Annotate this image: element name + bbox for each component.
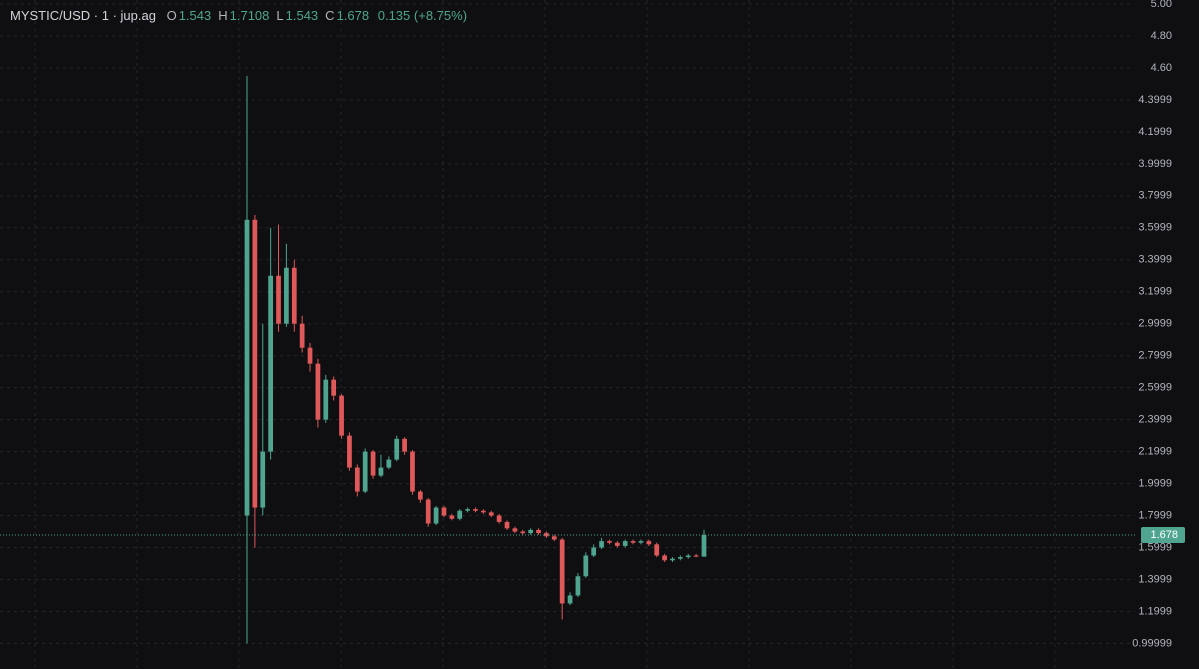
candle-body xyxy=(354,467,360,492)
y-tick-label: 1.9999 xyxy=(1138,477,1172,489)
candle-body xyxy=(457,510,463,519)
y-tick-label: 1.5999 xyxy=(1138,541,1172,553)
symbol-title: MYSTIC/USD · 1 · jup.ag xyxy=(10,8,156,23)
candle-body xyxy=(378,467,384,476)
candle-body xyxy=(244,219,250,516)
candle-body xyxy=(386,459,392,468)
candle-body xyxy=(370,451,376,476)
candle-body xyxy=(583,555,589,577)
candle-body xyxy=(607,541,612,543)
candle-body xyxy=(559,539,565,604)
candle-body xyxy=(599,541,604,548)
candle-body xyxy=(402,438,407,452)
y-tick-label: 1.1999 xyxy=(1138,605,1172,617)
y-tick-label: 2.3999 xyxy=(1138,414,1172,426)
candle-body xyxy=(323,379,329,420)
candle-body xyxy=(536,529,541,534)
candle-body xyxy=(630,541,636,543)
y-tick-label: 3.9999 xyxy=(1138,158,1172,170)
y-tick-label: 1.7999 xyxy=(1138,509,1172,521)
candle-body xyxy=(685,555,691,558)
legend-value: 1.543 xyxy=(285,8,319,23)
candle-body xyxy=(260,451,266,508)
y-tick-label: 3.5999 xyxy=(1138,222,1172,234)
candle-body xyxy=(347,435,352,468)
candle-body xyxy=(307,347,313,364)
y-tick-label: 3.3999 xyxy=(1138,254,1172,266)
candle-body xyxy=(662,555,667,561)
ohlc-legend: O 1.543 H 1.7108 L 1.543 C 1.678 xyxy=(160,8,370,23)
candle-body xyxy=(591,547,597,556)
candle-body xyxy=(496,515,502,522)
legend-key: L xyxy=(276,8,284,23)
candle-body xyxy=(410,451,415,492)
candle-body xyxy=(276,275,281,324)
legend-value: 1.543 xyxy=(178,8,212,23)
change-percent: (+8.75%) xyxy=(413,8,468,23)
candle-body xyxy=(331,379,337,396)
y-tick-label: 2.1999 xyxy=(1138,446,1172,458)
candle-body xyxy=(504,521,510,529)
legend-key: C xyxy=(325,8,335,23)
y-tick-label: 5.00 xyxy=(1151,0,1172,10)
legend-key: O xyxy=(166,8,177,23)
y-tick-label: 3.7999 xyxy=(1138,190,1172,202)
candle-body xyxy=(701,535,707,557)
legend-value: 1.7108 xyxy=(229,8,270,23)
candle-body xyxy=(299,323,305,348)
candle-body xyxy=(654,544,660,556)
last-price-label: 1.678 xyxy=(1150,529,1178,541)
candle-body xyxy=(362,451,368,492)
candle-body xyxy=(693,555,699,557)
y-tick-label: 4.80 xyxy=(1151,30,1172,42)
candle-body xyxy=(528,529,534,534)
candle-body xyxy=(425,499,431,524)
legend-value: 1.678 xyxy=(336,8,370,23)
candle-body xyxy=(441,507,447,516)
legend-key: H xyxy=(218,8,228,23)
candle-body xyxy=(551,536,557,540)
header: MYSTIC/USD · 1 · jup.ag O 1.543 H 1.7108 L 1.… xyxy=(10,8,467,23)
candle-body xyxy=(520,531,526,534)
candle-body xyxy=(449,515,455,519)
candle-body xyxy=(481,510,486,513)
y-tick-label: 4.60 xyxy=(1151,62,1172,74)
y-tick-label: 2.9999 xyxy=(1138,318,1172,330)
y-tick-label: 2.7999 xyxy=(1138,350,1172,362)
candle-body xyxy=(315,363,321,420)
candle-body xyxy=(339,395,344,436)
candle-body xyxy=(433,507,439,524)
candle-body xyxy=(417,491,423,500)
candle-body xyxy=(575,576,581,596)
candle-body xyxy=(670,558,675,561)
candle-body xyxy=(473,509,478,511)
candle-body xyxy=(284,267,289,324)
candle-body xyxy=(488,512,494,516)
candle-body xyxy=(622,541,628,546)
y-tick-label: 4.3999 xyxy=(1138,94,1172,106)
last-price-tag xyxy=(1141,527,1185,544)
candle-body xyxy=(646,541,652,545)
candle-body xyxy=(291,267,297,324)
candle-body xyxy=(614,542,620,546)
y-tick-label: 0.99999 xyxy=(1132,637,1172,649)
y-tick-label: 3.1999 xyxy=(1138,286,1172,298)
candle-body xyxy=(465,509,470,511)
y-tick-label: 2.5999 xyxy=(1138,382,1172,394)
change: 0.135 xyxy=(377,8,411,23)
candle-body xyxy=(677,557,683,559)
candle-body xyxy=(252,219,258,508)
candle-body xyxy=(638,541,644,543)
candle-body xyxy=(394,438,400,460)
y-tick-label: 4.1999 xyxy=(1138,126,1172,138)
candle-body xyxy=(512,528,518,532)
candle-body xyxy=(567,595,573,604)
y-tick-label: 1.3999 xyxy=(1138,573,1172,585)
candle-body xyxy=(268,275,274,452)
